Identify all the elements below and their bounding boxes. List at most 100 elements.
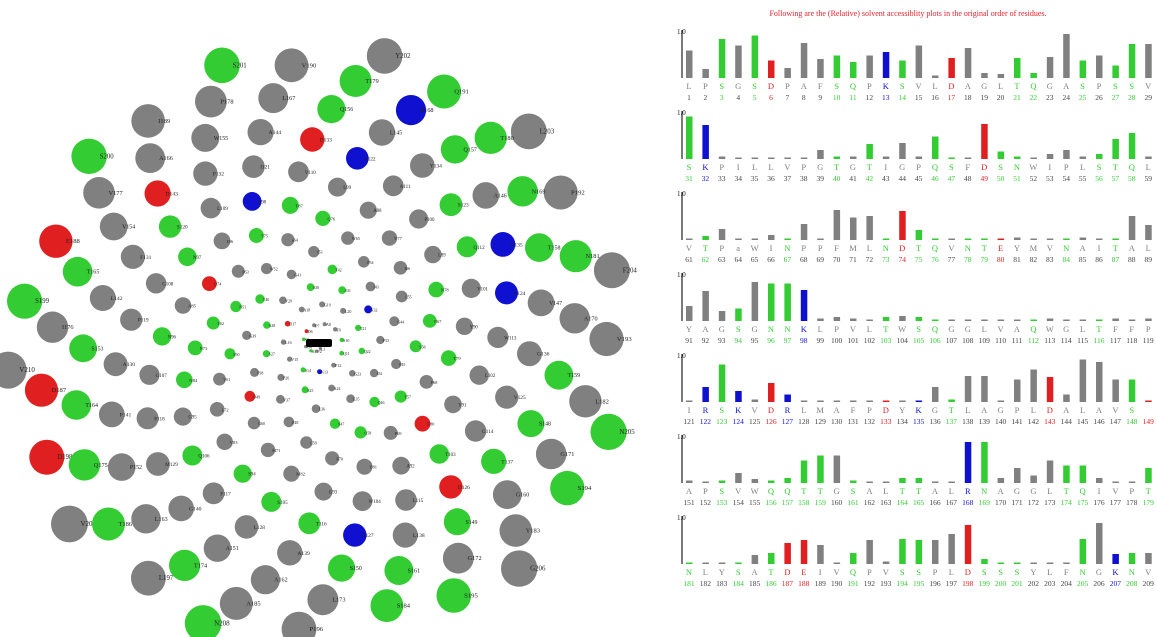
residue-circle xyxy=(440,350,457,366)
residue-label: G93 xyxy=(329,491,338,496)
residue-label: M129 xyxy=(165,462,178,468)
accessibility-bar xyxy=(1128,481,1136,483)
wheel-residue: F117 xyxy=(202,482,231,505)
residue-letter: L xyxy=(883,486,888,496)
residue-letter: G xyxy=(998,405,1004,415)
wheel-residue: I189 xyxy=(131,104,171,138)
accessibility-bar xyxy=(751,35,759,78)
residue-label: N84 xyxy=(189,378,198,383)
wheel-residue: L35 xyxy=(346,394,360,404)
wheel-residue: S200 xyxy=(71,138,114,174)
accessibility-bar xyxy=(751,157,759,159)
residue-letter: W xyxy=(898,324,906,334)
residue-number: 185 xyxy=(749,579,761,588)
residue-letter: D xyxy=(784,567,790,577)
residue-circle xyxy=(233,464,252,483)
residue-number: 134 xyxy=(897,417,909,426)
residue-number: 92 xyxy=(702,336,710,345)
wheel-residue: G108 xyxy=(145,273,174,294)
residue-circle xyxy=(242,330,252,340)
wheel-residue: Q175 xyxy=(68,449,108,481)
residue-circle xyxy=(98,401,125,428)
accessibility-bar xyxy=(866,55,873,78)
residue-number: 99 xyxy=(816,336,824,345)
residue-number: 69 xyxy=(816,255,824,264)
residue-circle xyxy=(456,236,478,258)
residue-circle xyxy=(525,233,554,262)
residue-circle xyxy=(250,367,259,377)
residue-number: 11 xyxy=(849,93,856,102)
residue-letter: R xyxy=(965,486,971,496)
residue-label: G206 xyxy=(530,566,546,573)
residue-letter: A xyxy=(1129,243,1136,253)
residue-number: 25 xyxy=(1079,93,1087,102)
residue-label: P12 xyxy=(335,363,341,368)
residue-label: S27 xyxy=(269,352,275,357)
residue-circle xyxy=(286,269,297,280)
residue-number: 173 xyxy=(1044,498,1056,507)
residue-label: S31 xyxy=(345,288,351,293)
residue-number: 12 xyxy=(866,93,874,102)
residue-letter: T xyxy=(1146,486,1152,496)
accessibility-bar xyxy=(1046,377,1054,402)
residue-label: F48 xyxy=(292,420,298,425)
residue-letter: S xyxy=(949,162,954,172)
wheel-residue: N181 xyxy=(559,240,600,273)
residue-letter: A xyxy=(1063,81,1070,91)
residue-letter: Q xyxy=(932,243,938,253)
wheel-residue: G136 xyxy=(517,341,550,367)
accessibility-bar xyxy=(948,399,955,402)
residue-label: Q156 xyxy=(340,107,353,113)
residue-label: V110 xyxy=(305,170,317,176)
accessibility-bar xyxy=(981,559,988,564)
accessibility-bar xyxy=(817,400,824,402)
residue-number: 124 xyxy=(733,417,745,426)
wheel-residue: P178 xyxy=(195,85,234,118)
wheel-residue: L1 xyxy=(318,347,326,352)
residue-circle xyxy=(328,554,356,582)
residue-letter: T xyxy=(916,486,922,496)
residue-label: D17 xyxy=(289,322,296,327)
residue-label: N67 xyxy=(434,319,442,324)
residue-number: 132 xyxy=(864,417,876,426)
residue-label: A130 xyxy=(123,362,135,368)
residue-letter: V xyxy=(735,486,742,496)
accessibility-bar xyxy=(1046,57,1054,78)
residue-letter: N xyxy=(965,243,971,253)
wheel-residue: N84 xyxy=(176,371,198,389)
residue-number: 157 xyxy=(782,498,794,507)
residue-letter: S xyxy=(851,486,856,496)
wheel-residue: D143 xyxy=(144,180,178,207)
residue-number: 141 xyxy=(1011,417,1023,426)
residue-number: 62 xyxy=(702,255,710,264)
residue-label: E80 xyxy=(427,422,435,427)
residue-label: S120 xyxy=(177,225,188,231)
accessibility-bar xyxy=(768,553,775,564)
residue-letter: P xyxy=(703,81,708,91)
residue-letter: D xyxy=(883,405,889,415)
residue-letter: L xyxy=(1080,162,1085,172)
wheel-residue: L173 xyxy=(307,584,345,616)
residue-label: L99 xyxy=(343,186,351,191)
residue-label: L173 xyxy=(332,597,345,604)
residue-circle xyxy=(527,289,555,317)
residue-number: 183 xyxy=(716,579,728,588)
accessibility-bar xyxy=(964,376,972,402)
accessibility-bar xyxy=(833,317,841,321)
residue-circle xyxy=(461,278,481,298)
accessibility-bar xyxy=(1063,319,1070,321)
residue-label: F131 xyxy=(140,255,152,261)
residue-number: 179 xyxy=(1143,498,1155,507)
residue-number: 13 xyxy=(882,93,890,102)
accessibility-bar xyxy=(932,319,939,321)
residue-number: 8 xyxy=(802,93,806,102)
residue-circle xyxy=(392,522,418,548)
residue-number: 29 xyxy=(1144,93,1152,102)
wheel-residue: L182 xyxy=(569,385,609,418)
residue-circle xyxy=(284,320,291,327)
wheel-residue: I66 xyxy=(393,261,410,275)
residue-label: G19 xyxy=(324,302,331,307)
residue-number: 118 xyxy=(1126,336,1137,345)
accessibility-bar xyxy=(932,136,939,159)
residue-letter: Q xyxy=(932,162,938,172)
